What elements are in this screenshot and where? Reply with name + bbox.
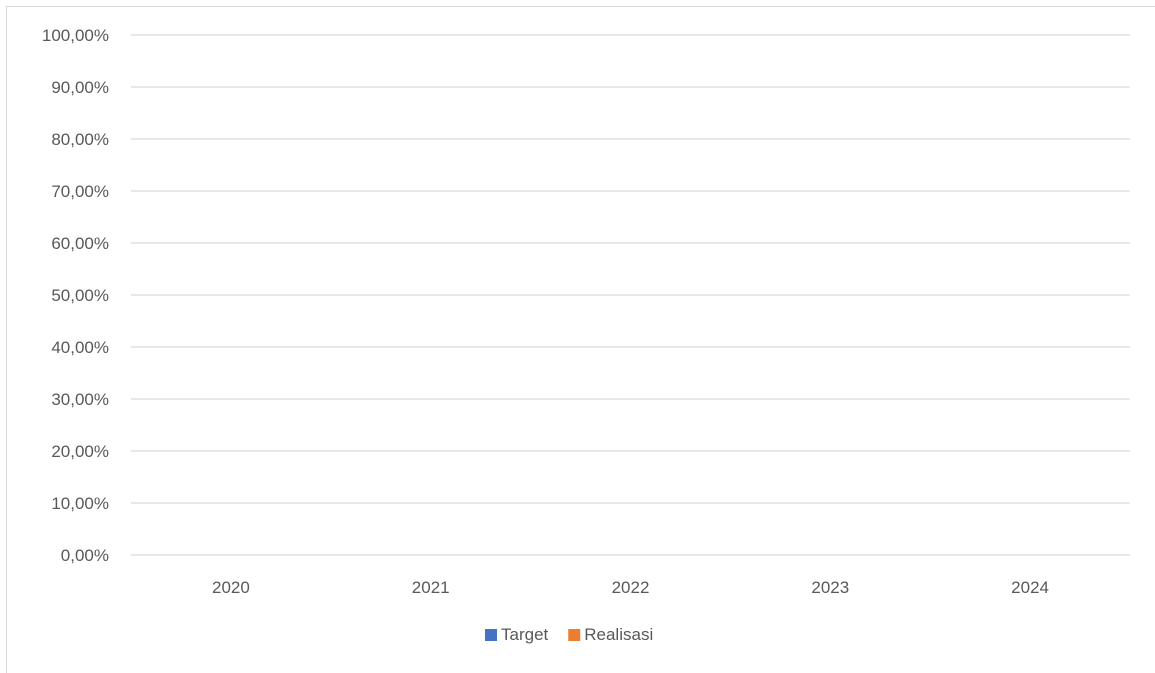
y-tick-label: 70,00% [51,182,109,201]
gridlines [131,34,1130,556]
y-tick-label: 10,00% [51,494,109,513]
y-tick-label: 50,00% [51,286,109,305]
legend-swatch-realisasi [568,629,581,641]
chart-area [6,6,1155,673]
x-tick-label: 2020 [212,578,250,597]
y-tick-label: 20,00% [51,442,109,461]
x-axis-tick-labels: 2020 2021 2022 2023 2024 [212,578,1049,597]
legend: Target Realisasi [485,625,653,644]
y-tick-label: 40,00% [51,338,109,357]
x-tick-label: 2023 [811,578,849,597]
y-tick-label: 60,00% [51,234,109,253]
y-tick-label: 0,00% [61,546,109,565]
y-axis-tick-labels: 0,00% 10,00% 20,00% 30,00% 40,00% 50,00% 60,00… [42,26,109,565]
legend-label-target: Target [501,625,549,644]
legend-swatch-target [485,629,497,641]
x-tick-label: 2021 [412,578,450,597]
y-tick-label: 80,00% [51,130,109,149]
y-tick-label: 100,00% [42,26,109,45]
x-tick-label: 2024 [1011,578,1049,597]
y-tick-label: 30,00% [51,390,109,409]
x-tick-label: 2022 [612,578,650,597]
y-tick-label: 90,00% [51,78,109,97]
legend-label-realisasi: Realisasi [584,625,653,644]
